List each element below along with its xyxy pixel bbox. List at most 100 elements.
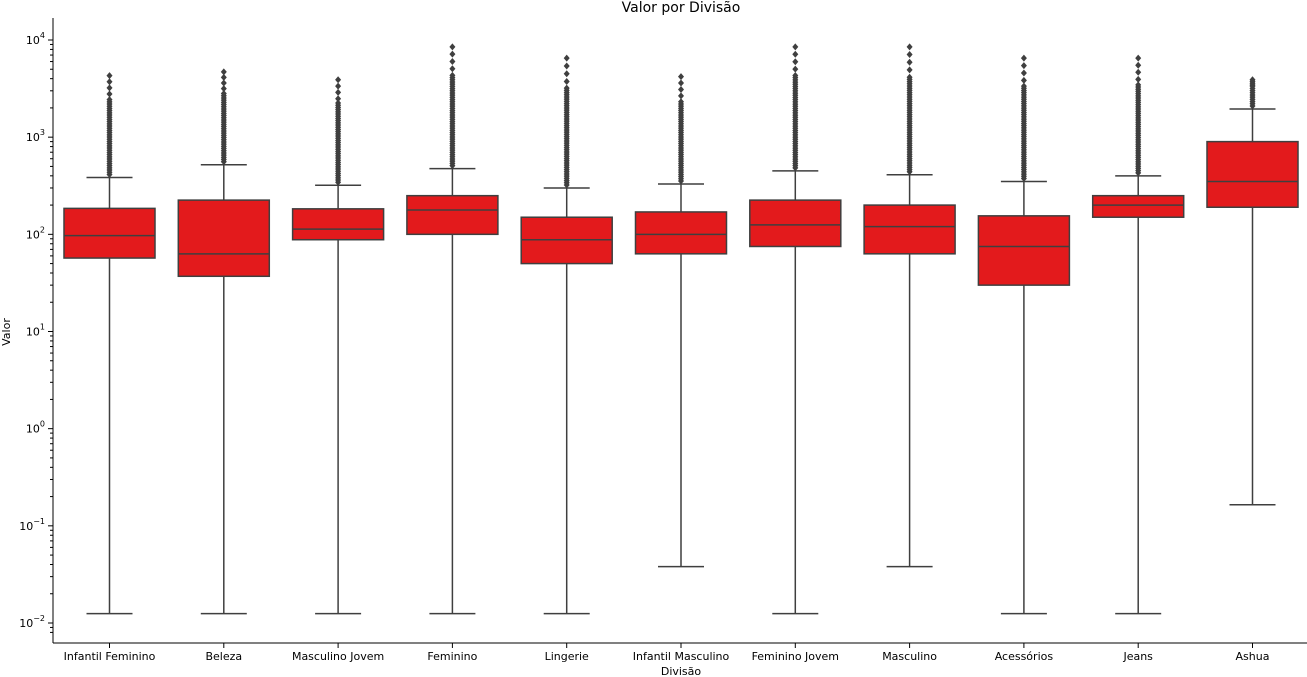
outliers bbox=[1020, 54, 1027, 182]
x-tick-label: Feminino Jovem bbox=[752, 650, 839, 663]
x-tick-label: Masculino bbox=[882, 650, 937, 663]
outlier-point bbox=[106, 90, 113, 98]
outliers bbox=[792, 43, 799, 172]
outlier-point bbox=[792, 58, 799, 66]
iqr-box bbox=[177, 199, 271, 278]
outlier-point bbox=[449, 50, 456, 58]
chart-title: Valor por Divisão bbox=[622, 0, 741, 16]
x-tick-label: Infantil Masculino bbox=[633, 650, 730, 663]
outlier-point bbox=[563, 78, 570, 86]
outlier-point bbox=[449, 71, 456, 79]
outlier-point bbox=[563, 62, 570, 70]
outlier-point bbox=[906, 66, 913, 74]
y-tick-label: 102 bbox=[26, 225, 45, 241]
outlier-point bbox=[449, 43, 456, 51]
iqr-box bbox=[291, 208, 385, 241]
y-tick-label: 103 bbox=[26, 128, 45, 144]
outliers bbox=[106, 72, 113, 178]
outlier-point bbox=[906, 43, 913, 51]
outlier-point bbox=[678, 92, 684, 100]
y-axis-ticks: 10−2 10−1 100 101 102 103 104 bbox=[19, 31, 53, 633]
iqr-box bbox=[1091, 194, 1185, 218]
iqr-box bbox=[863, 204, 956, 255]
outlier-point bbox=[220, 90, 227, 98]
outliers bbox=[335, 76, 342, 186]
outlier-point bbox=[906, 58, 913, 66]
outlier-point bbox=[220, 85, 227, 93]
outlier-point bbox=[106, 96, 113, 104]
outlier-point bbox=[335, 76, 342, 84]
outlier-point bbox=[106, 72, 113, 80]
outliers bbox=[449, 43, 456, 170]
outlier-point bbox=[335, 82, 342, 90]
outlier-point bbox=[335, 88, 342, 96]
outlier-point bbox=[1020, 54, 1027, 62]
outlier-point bbox=[678, 98, 684, 106]
outliers bbox=[906, 43, 913, 176]
iqr-box bbox=[1206, 140, 1299, 208]
iqr-box bbox=[63, 207, 156, 259]
y-tick-label: 101 bbox=[26, 323, 45, 339]
box-feminino bbox=[406, 43, 499, 615]
outlier-point bbox=[906, 51, 913, 59]
x-tick-label: Masculino Jovem bbox=[292, 650, 384, 663]
outliers bbox=[1135, 54, 1142, 177]
y-tick-label: 104 bbox=[26, 31, 45, 47]
x-tick-label: Acessórios bbox=[995, 650, 1054, 663]
y-axis-label: Valor bbox=[0, 318, 13, 346]
outlier-point bbox=[563, 54, 570, 62]
outlier-point bbox=[220, 79, 227, 87]
outlier-point bbox=[678, 79, 684, 87]
iqr-box bbox=[634, 211, 728, 255]
outlier-point bbox=[449, 65, 456, 73]
outlier-point bbox=[1020, 69, 1027, 77]
y-tick-label: 10−1 bbox=[19, 517, 45, 533]
x-tick-label: Jeans bbox=[1122, 650, 1153, 663]
outlier-point bbox=[563, 70, 570, 78]
outlier-point bbox=[335, 99, 342, 107]
x-axis-ticks: Infantil Feminino Beleza Masculino Jovem Fe… bbox=[64, 643, 1269, 663]
outlier-point bbox=[563, 84, 570, 92]
outlier-point bbox=[906, 73, 913, 81]
outlier-point bbox=[678, 85, 684, 93]
outlier-point bbox=[1135, 81, 1142, 89]
x-tick-label: Feminino bbox=[427, 650, 477, 663]
outlier-point bbox=[1020, 62, 1027, 70]
x-tick-label: Beleza bbox=[205, 650, 242, 663]
outlier-point bbox=[1020, 76, 1027, 84]
outlier-point bbox=[678, 73, 684, 81]
iqr-box bbox=[749, 199, 842, 248]
outlier-point bbox=[449, 57, 456, 65]
boxes-group bbox=[63, 43, 1299, 615]
y-tick-label: 100 bbox=[26, 420, 45, 436]
outlier-point bbox=[1249, 76, 1256, 84]
outlier-point bbox=[1135, 68, 1142, 76]
outlier-point bbox=[792, 65, 799, 73]
box-lingerie bbox=[520, 54, 613, 615]
box-beleza bbox=[177, 68, 271, 615]
outlier-point bbox=[220, 68, 227, 76]
box-masculino bbox=[863, 43, 956, 568]
y-tick-label: 10−2 bbox=[19, 614, 45, 630]
outlier-point bbox=[106, 78, 113, 86]
box-ashua bbox=[1206, 76, 1299, 506]
outliers bbox=[220, 68, 227, 166]
box-infantil-feminino bbox=[63, 72, 156, 615]
box-infantil-masculino bbox=[634, 73, 728, 568]
outlier-point bbox=[106, 84, 113, 92]
outlier-point bbox=[220, 73, 227, 81]
outliers bbox=[678, 73, 684, 185]
iqr-box bbox=[406, 194, 499, 236]
outlier-point bbox=[1135, 54, 1142, 62]
box-feminino-jovem bbox=[749, 43, 842, 615]
box-jeans bbox=[1091, 54, 1185, 615]
outlier-point bbox=[792, 71, 799, 79]
outlier-point bbox=[1020, 82, 1027, 90]
outliers bbox=[563, 54, 570, 189]
x-axis-label: Divisão bbox=[661, 665, 702, 677]
outliers bbox=[1249, 76, 1256, 110]
outlier-point bbox=[1135, 75, 1142, 83]
box-masculino-jovem bbox=[291, 76, 385, 615]
iqr-box bbox=[977, 215, 1071, 286]
